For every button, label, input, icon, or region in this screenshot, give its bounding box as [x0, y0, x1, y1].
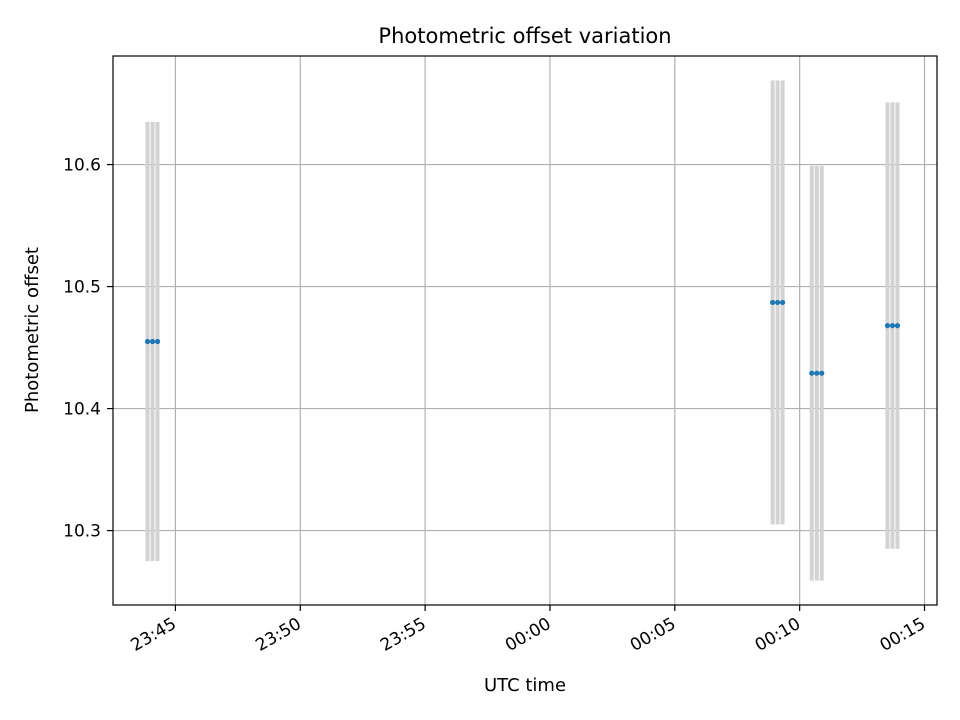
data-point [894, 323, 901, 329]
data-point [770, 299, 776, 306]
data-point [809, 370, 815, 376]
y-tick-label: 10.5 [63, 278, 101, 298]
data-point [819, 370, 825, 376]
data-point [775, 299, 781, 306]
grid-lines [113, 56, 937, 605]
data-point [780, 299, 786, 306]
data-points [144, 299, 901, 376]
y-tick-label: 10.4 [63, 400, 101, 420]
y-tick-label: 10.6 [63, 156, 101, 176]
plot-frame [112, 55, 938, 606]
data-point [884, 323, 891, 329]
y-tick-label: 10.3 [63, 522, 101, 542]
x-axis-title: UTC time [484, 675, 566, 696]
data-point [814, 370, 820, 376]
data-point [154, 338, 161, 345]
data-point [889, 323, 896, 329]
data-point [149, 338, 156, 345]
chart-title: Photometric offset variation [378, 24, 671, 48]
y-axis-title: Photometric offset [22, 247, 43, 413]
y-axis-ticks: 10.3 10.4 10.5 10.6 [63, 156, 113, 542]
data-point [144, 338, 151, 345]
